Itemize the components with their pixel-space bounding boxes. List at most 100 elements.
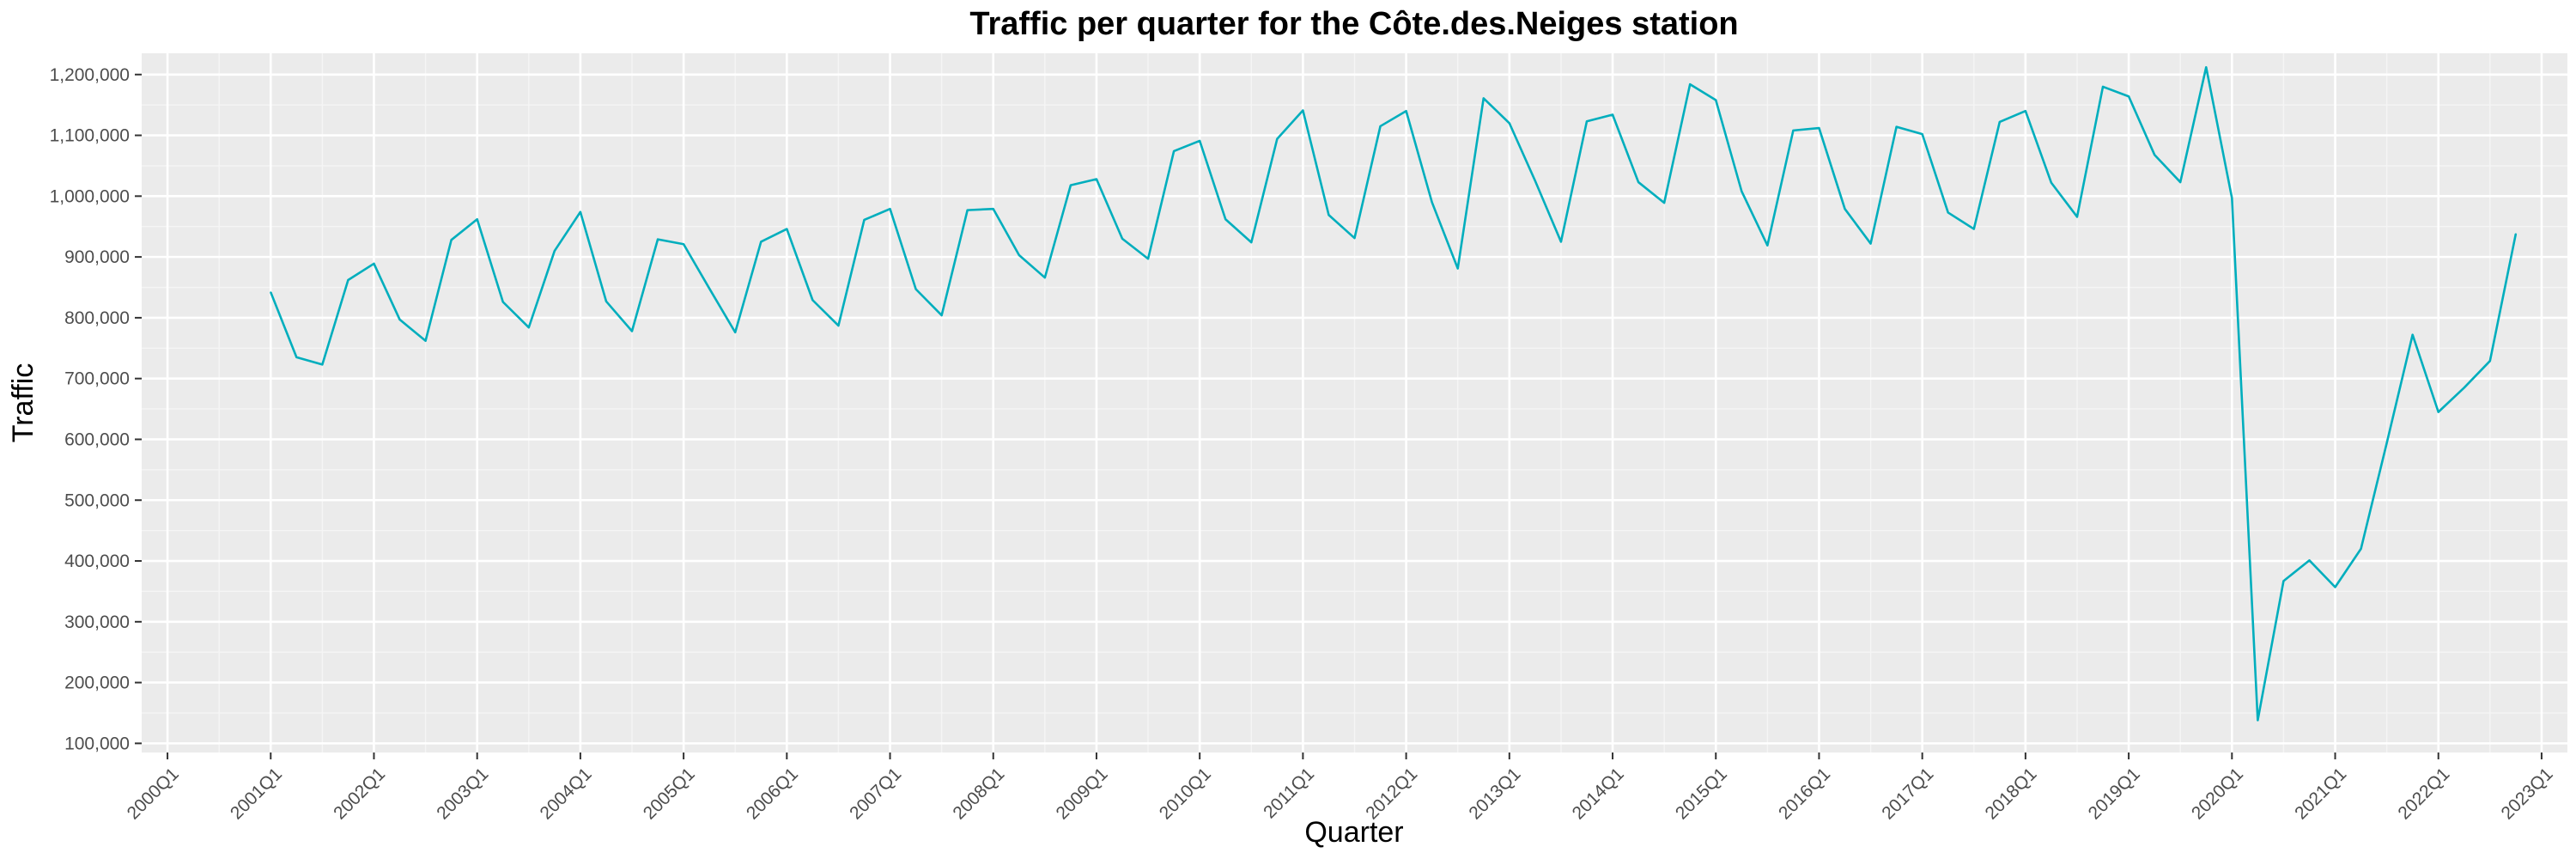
x-tick-label: 2017Q1 — [1878, 764, 1937, 823]
data-point — [1327, 214, 1330, 216]
series-line — [270, 65, 2518, 722]
x-tick-label: 2013Q1 — [1465, 764, 1524, 823]
y-tick-label: 400,000 — [64, 551, 130, 571]
x-tick-label: 2005Q1 — [640, 764, 699, 823]
data-point — [657, 238, 659, 241]
data-point — [1276, 137, 1279, 140]
data-point — [2437, 411, 2439, 413]
data-point — [1147, 258, 1149, 260]
data-point — [1637, 181, 1639, 183]
data-point — [1895, 125, 1898, 128]
x-tick-label: 2023Q1 — [2498, 764, 2557, 823]
data-point — [1302, 109, 1304, 112]
x-tick-label: 2019Q1 — [2085, 764, 2144, 823]
data-point — [501, 301, 504, 303]
data-point — [708, 288, 711, 289]
data-point — [1560, 241, 1562, 243]
data-point — [631, 330, 633, 332]
data-point — [760, 241, 762, 243]
data-point — [321, 363, 324, 366]
x-tick-label: 2016Q1 — [1775, 764, 1834, 823]
y-tick-label: 800,000 — [64, 308, 130, 328]
x-tick-label: 2007Q1 — [846, 764, 905, 823]
data-point — [1972, 228, 1975, 230]
data-point — [966, 209, 969, 211]
data-point — [1379, 125, 1382, 127]
y-tick-label: 600,000 — [64, 430, 130, 449]
x-tick-label: 2008Q1 — [949, 764, 1008, 823]
data-point — [1612, 113, 1613, 116]
y-tick-label: 1,000,000 — [50, 186, 130, 206]
data-point — [683, 243, 685, 246]
data-point — [1818, 127, 1820, 129]
data-point — [1586, 120, 1588, 123]
data-point — [1508, 122, 1510, 125]
data-point — [1534, 180, 1536, 182]
data-point — [2308, 559, 2311, 562]
data-point — [1043, 277, 1046, 279]
x-tick-label: 2011Q1 — [1260, 764, 1318, 822]
data-point — [1792, 129, 1795, 131]
data-point — [786, 228, 788, 230]
data-point — [1224, 218, 1227, 221]
data-point — [1199, 140, 1201, 142]
data-point — [1070, 184, 1072, 186]
x-tick-label: 2010Q1 — [1156, 764, 1215, 823]
x-tick-label: 2003Q1 — [433, 764, 492, 823]
data-point — [1250, 241, 1253, 244]
data-point — [347, 279, 349, 281]
data-point — [1353, 237, 1356, 240]
y-tick-label: 500,000 — [64, 490, 130, 510]
x-tick-label: 2015Q1 — [1672, 764, 1731, 823]
x-tick-label: 2001Q1 — [227, 764, 286, 823]
data-point — [527, 326, 530, 329]
y-tick-label: 700,000 — [64, 369, 130, 389]
data-point — [2050, 181, 2052, 184]
x-tick-label: 2004Q1 — [537, 764, 596, 823]
data-point — [1947, 211, 1949, 214]
data-point — [295, 356, 298, 358]
data-point — [2334, 586, 2336, 588]
data-point — [2076, 216, 2078, 218]
grid-layer — [142, 53, 2567, 752]
data-point — [2257, 719, 2259, 722]
data-point — [2360, 547, 2362, 550]
data-point — [1869, 242, 1872, 245]
x-tick-label: 2006Q1 — [743, 764, 802, 823]
data-point — [1173, 150, 1176, 152]
data-point — [2205, 66, 2208, 69]
x-tick-label: 2021Q1 — [2291, 764, 2350, 823]
data-point — [734, 331, 737, 333]
data-point — [2411, 333, 2414, 336]
data-point — [605, 300, 607, 302]
data-point — [580, 210, 581, 213]
data-point — [553, 250, 556, 252]
data-point — [837, 325, 840, 327]
data-point — [476, 218, 478, 221]
data-point — [398, 319, 401, 320]
data-point — [1018, 254, 1020, 256]
data-point — [450, 239, 453, 241]
data-point — [914, 288, 917, 290]
data-point — [889, 208, 891, 210]
x-tick-label: 2018Q1 — [1981, 764, 2040, 823]
data-point — [940, 314, 943, 316]
data-point — [863, 219, 866, 221]
x-axis-title: Quarter — [1304, 816, 1403, 849]
data-point — [2024, 110, 2026, 113]
data-point — [2282, 580, 2285, 582]
y-axis-title: Traffic — [7, 363, 39, 443]
chart-title: Traffic per quarter for the Côte.des.Nei… — [969, 6, 1738, 42]
data-point — [2128, 95, 2129, 98]
line-layer — [270, 65, 2518, 722]
data-point — [2385, 442, 2388, 444]
data-point — [992, 208, 994, 210]
data-point — [811, 299, 814, 302]
data-point — [1766, 244, 1769, 247]
x-tick-label: 2020Q1 — [2188, 764, 2247, 823]
y-tick-label: 100,000 — [64, 734, 130, 753]
data-point — [1121, 237, 1123, 240]
data-point — [424, 339, 427, 342]
